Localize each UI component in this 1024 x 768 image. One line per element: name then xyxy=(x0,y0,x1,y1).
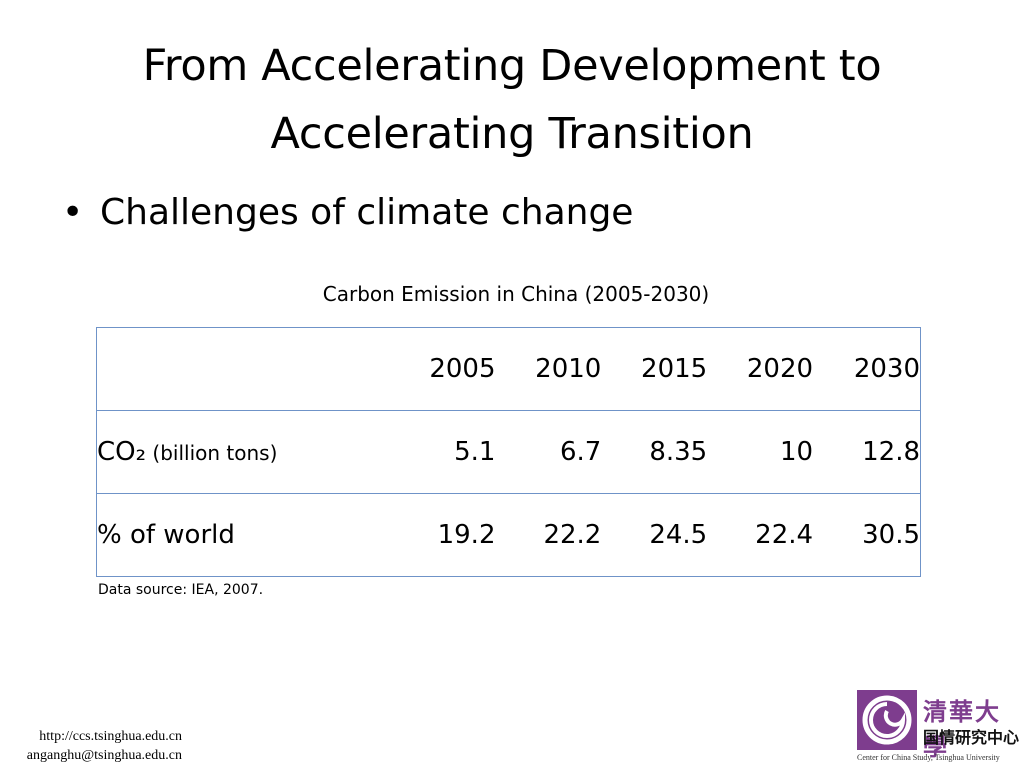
emissions-table: 2005 2010 2015 2020 2030 CO₂ (billion to… xyxy=(96,327,921,577)
footer-url-link[interactable]: http://ccs.tsinghua.edu.cn xyxy=(39,729,182,744)
year-header: 2010 xyxy=(495,327,602,411)
table-cell: 12.8 xyxy=(813,410,921,494)
table-cell: 22.2 xyxy=(543,520,602,550)
data-source-note: Data source: IEA, 2007. xyxy=(98,582,264,598)
year-header: 2005 xyxy=(389,327,496,411)
table-cell: 5.1 xyxy=(389,410,496,494)
row-label-co2: CO₂ (billion tons) xyxy=(96,410,390,494)
slide-title-line-1: From Accelerating Development to xyxy=(142,41,882,91)
slide-title: From Accelerating Development to Acceler… xyxy=(0,32,1024,168)
row-label-unit: (billion tons) xyxy=(146,441,278,465)
table-header-row: 2005 2010 2015 2020 2030 xyxy=(96,327,921,411)
year-header: 2030 xyxy=(813,327,921,411)
slide-title-line-2: Accelerating Transition xyxy=(270,109,754,159)
table-row: % of world 19.2 22.2 24.5 22.4 30.5 xyxy=(97,494,921,577)
table-cell: 30.5 xyxy=(862,520,920,550)
logo-emblem-icon xyxy=(857,690,917,750)
table-cell: 10 xyxy=(707,410,814,494)
swirl-icon xyxy=(862,695,912,745)
table-cell: 6.7 xyxy=(495,410,602,494)
year-header: 2020 xyxy=(707,327,814,411)
bullet-icon: • xyxy=(62,192,84,233)
tsinghua-ccs-logo: 清華大學 国情研究中心 Center for China Study, Tsin… xyxy=(857,690,1022,764)
header-blank-cell xyxy=(96,327,390,411)
table-row: CO₂ (billion tons) 5.1 6.7 8.35 10 12.8 xyxy=(96,410,921,494)
row-label-world-share: % of world xyxy=(97,520,235,550)
table-cell: 22.4 xyxy=(755,520,814,550)
table-cell: 19.2 xyxy=(437,520,496,550)
logo-center-name: 国情研究中心 xyxy=(923,728,1020,747)
logo-english-name: Center for China Study, Tsinghua Univers… xyxy=(857,753,1000,762)
footer-contact: http://ccs.tsinghua.edu.cn anganghu@tsin… xyxy=(0,727,182,765)
row-label-main: CO₂ xyxy=(97,437,147,467)
table-cell: 24.5 xyxy=(649,520,708,550)
bullet-text: Challenges of climate change xyxy=(100,192,634,233)
bullet-item: • Challenges of climate change xyxy=(62,188,633,238)
footer-email-link[interactable]: anganghu@tsinghua.edu.cn xyxy=(26,748,182,763)
year-header: 2015 xyxy=(601,327,708,411)
logo-university-name: 清華大學 xyxy=(923,697,1001,761)
table-caption: Carbon Emission in China (2005-2030) xyxy=(322,282,710,306)
table-cell: 8.35 xyxy=(601,410,708,494)
